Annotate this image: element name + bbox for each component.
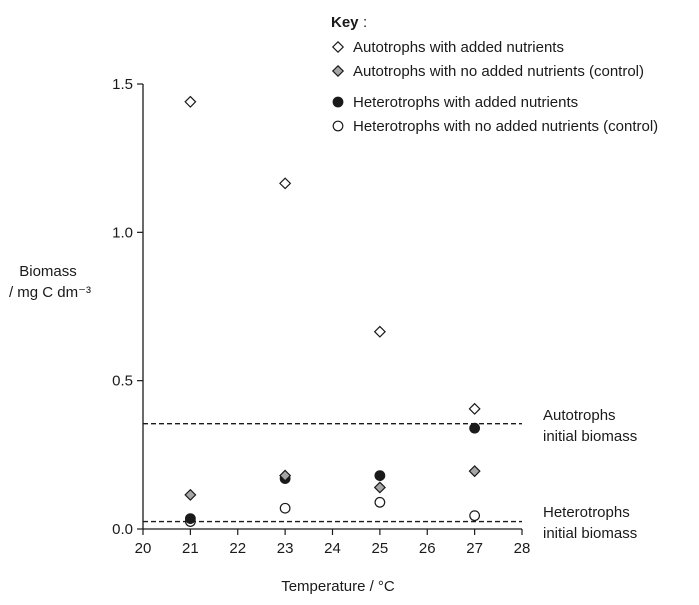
data-point <box>279 469 292 482</box>
x-axis-label: Temperature / °C <box>281 578 395 595</box>
reference-lines: Autotrophs initial biomass Heterotrophs ini… <box>143 407 637 542</box>
data-points <box>184 95 481 527</box>
x-tick-label: 25 <box>372 540 389 557</box>
data-point <box>469 510 481 522</box>
data-point <box>279 502 291 514</box>
data-point <box>184 513 196 525</box>
legend-entry: Heterotrophs with no added nutrients (co… <box>353 118 658 135</box>
y-tick-label: 0.5 <box>112 373 133 390</box>
reference-label-line1: Heterotrophs <box>543 504 630 521</box>
legend: Key: Autotrophs with added nutrients Autot… <box>331 14 658 135</box>
data-point <box>373 325 386 338</box>
data-point <box>374 470 386 482</box>
y-axis-label-line2: / mg C dm⁻³ <box>9 284 91 301</box>
legend-marker <box>332 96 344 108</box>
x-tick-label: 20 <box>135 540 152 557</box>
legend-marker <box>331 64 345 78</box>
x-tick-label: 26 <box>419 540 436 557</box>
legend-marker <box>332 120 344 132</box>
data-point <box>468 465 481 478</box>
x-tick-label: 22 <box>229 540 246 557</box>
data-point <box>469 422 481 434</box>
y-tick-label: 1.5 <box>112 76 133 93</box>
data-point <box>184 488 197 501</box>
data-point <box>279 177 292 190</box>
x-tick-label: 24 <box>324 540 341 557</box>
legend-entry: Autotrophs with no added nutrients (cont… <box>353 63 644 80</box>
x-tick-label: 27 <box>466 540 483 557</box>
reference-label-line1: Autotrophs <box>543 407 616 424</box>
y-tick-label: 0.0 <box>112 521 133 538</box>
legend-marker <box>331 40 345 54</box>
axes: 20 21 22 23 24 25 26 27 28 0.0 0.5 1.0 1.5 <box>112 76 530 557</box>
x-tick-label: 23 <box>277 540 294 557</box>
legend-entry: Heterotrophs with added nutrients <box>353 94 578 111</box>
data-point <box>373 481 386 494</box>
x-tick-label: 21 <box>182 540 199 557</box>
legend-title: Key <box>331 14 359 31</box>
reference-label-line2: initial biomass <box>543 525 637 542</box>
legend-entry: Autotrophs with added nutrients <box>353 39 564 56</box>
data-point <box>468 402 481 415</box>
data-point <box>374 496 386 508</box>
data-point <box>184 95 197 108</box>
legend-title-suffix: : <box>363 14 367 31</box>
y-axis-label-line1: Biomass <box>19 263 77 280</box>
y-tick-label: 1.0 <box>112 224 133 241</box>
x-tick-label: 28 <box>514 540 531 557</box>
reference-label-line2: initial biomass <box>543 428 637 445</box>
